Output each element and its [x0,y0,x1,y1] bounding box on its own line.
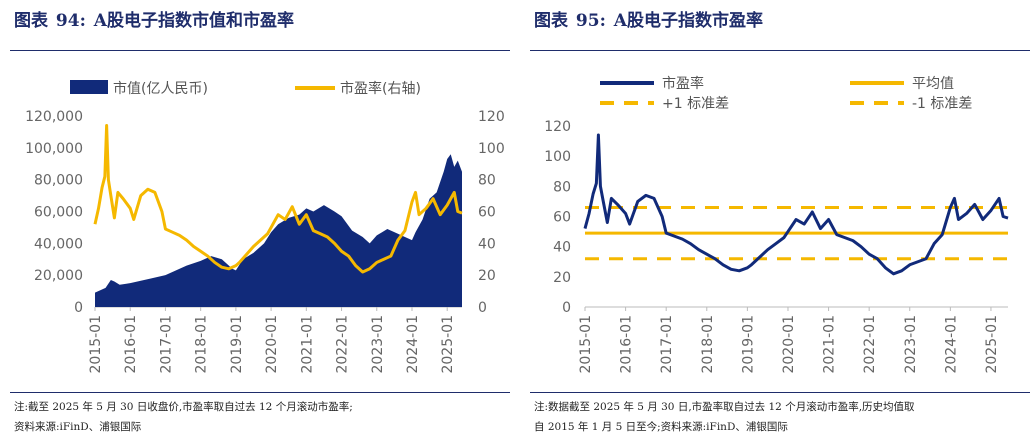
title-rule [530,50,1030,51]
x-tick-label: 2024-01 [943,315,959,374]
footnote: 注:数据截至 2025 年 5 月 30 日,市盈率取自过去 12 个月滚动市盈… [534,397,1024,437]
y-left-tick-label: 100,000 [25,141,83,157]
x-tick-label: 2017-01 [158,315,174,374]
y-right-tick-label: 80 [478,173,496,189]
figure-title-text: A股电子指数市值和市盈率 [93,11,294,31]
legend-label-pe: 市盈率(右轴) [340,80,421,97]
pe-line [583,133,1009,276]
x-tick-label: 2018-01 [194,315,210,374]
figure-title-text: A股电子指数市盈率 [613,11,763,31]
figure-number: 95: [575,11,606,31]
footnote-line: 自 2015 年 1 月 5 日至今;资料来源:iFinD、浦银国际 [534,421,788,433]
legend-label-plus-1-sd: +1 标准差 [662,96,729,112]
figure-94: 图表 94: A股电子指数市值和市盈率 2015-01 2016-01 2017-0… [10,0,510,438]
figure-95: 图表 95: A股电子指数市盈率 2015-01 2016-01 2017-01 20… [530,0,1030,438]
x-tick-label: 2020-01 [264,315,280,374]
x-tick-label: 2023-01 [903,315,919,374]
figure-label: 图表 [14,11,48,31]
x-tick-label: 2022-01 [335,315,351,374]
legend-swatch-market-cap [70,80,108,94]
x-tick-label: 2022-01 [862,315,878,374]
market-cap-area [95,154,462,307]
footnote-line: 注:数据截至 2025 年 5 月 30 日,市盈率取自过去 12 个月滚动市盈… [534,401,915,413]
x-tick-label: 2025-01 [984,315,1000,374]
x-tick-label: 2020-01 [781,315,797,374]
figure-number: 94: [55,11,86,31]
y-tick-label: 100 [544,149,571,165]
x-tick-label: 2016-01 [123,315,139,374]
y-left-tick-label: 0 [74,300,83,316]
figure-label: 图表 [534,11,568,31]
y-tick-label: 120 [544,119,571,135]
x-tick-label: 2015-01 [578,315,594,374]
y-tick-label: 20 [553,270,571,286]
y-left-tick-label: 60,000 [34,205,83,221]
footer-rule [530,392,1030,393]
market-cap-pe-chart: 2015-01 2016-01 2017-01 2018-01 2019-01 2020-… [25,80,505,374]
x-tick-label: 2017-01 [659,315,675,374]
figure-title: 图表 95: A股电子指数市盈率 [534,6,763,31]
x-tick-label: 2021-01 [822,315,838,374]
figure-title: 图表 94: A股电子指数市值和市盈率 [14,6,294,31]
footnote-line: 注:截至 2025 年 5 月 30 日收盘价,市盈率取自过去 12 个月滚动市… [14,401,353,413]
y-left-tick-label: 120,000 [25,109,83,125]
y-right-tick-label: 60 [478,205,496,221]
y-tick-label: 80 [553,179,571,195]
y-tick-label: 0 [562,300,571,316]
x-tick-label: 2023-01 [370,315,386,374]
x-tick-label: 2021-01 [299,315,315,374]
legend-label-mean: 平均值 [912,76,954,92]
y-right-tick-label: 20 [478,268,496,284]
x-tick-label: 2019-01 [740,315,756,374]
y-tick-label: 60 [553,210,571,226]
pe-line [93,124,463,274]
legend-label-pe: 市盈率 [662,75,704,92]
y-right-tick-label: 100 [478,141,505,157]
x-tick-label: 2025-01 [440,315,456,374]
x-tick-label: 2024-01 [405,315,421,374]
pe-band-chart: 2015-01 2016-01 2017-01 2018-01 2019-01 2020-… [544,75,1009,374]
title-rule [10,50,510,51]
footnote-line: 资料来源:iFinD、浦银国际 [14,421,142,433]
legend-label-minus-1-sd: -1 标准差 [912,96,972,112]
y-right-tick-label: 0 [478,300,487,316]
footnote: 注:截至 2025 年 5 月 30 日收盘价,市盈率取自过去 12 个月滚动市… [14,397,504,437]
y-right-tick-label: 120 [478,109,505,125]
y-left-tick-label: 80,000 [34,173,83,189]
x-tick-label: 2016-01 [619,315,635,374]
y-tick-label: 40 [553,240,571,256]
footer-rule [10,392,510,393]
legend-label-market-cap: 市值(亿人民币) [113,80,208,97]
y-left-tick-label: 20,000 [34,268,83,284]
y-right-tick-label: 40 [478,236,496,252]
x-tick-label: 2015-01 [88,315,104,374]
y-left-tick-label: 40,000 [34,236,83,252]
x-tick-label: 2018-01 [700,315,716,374]
x-tick-label: 2019-01 [229,315,245,374]
